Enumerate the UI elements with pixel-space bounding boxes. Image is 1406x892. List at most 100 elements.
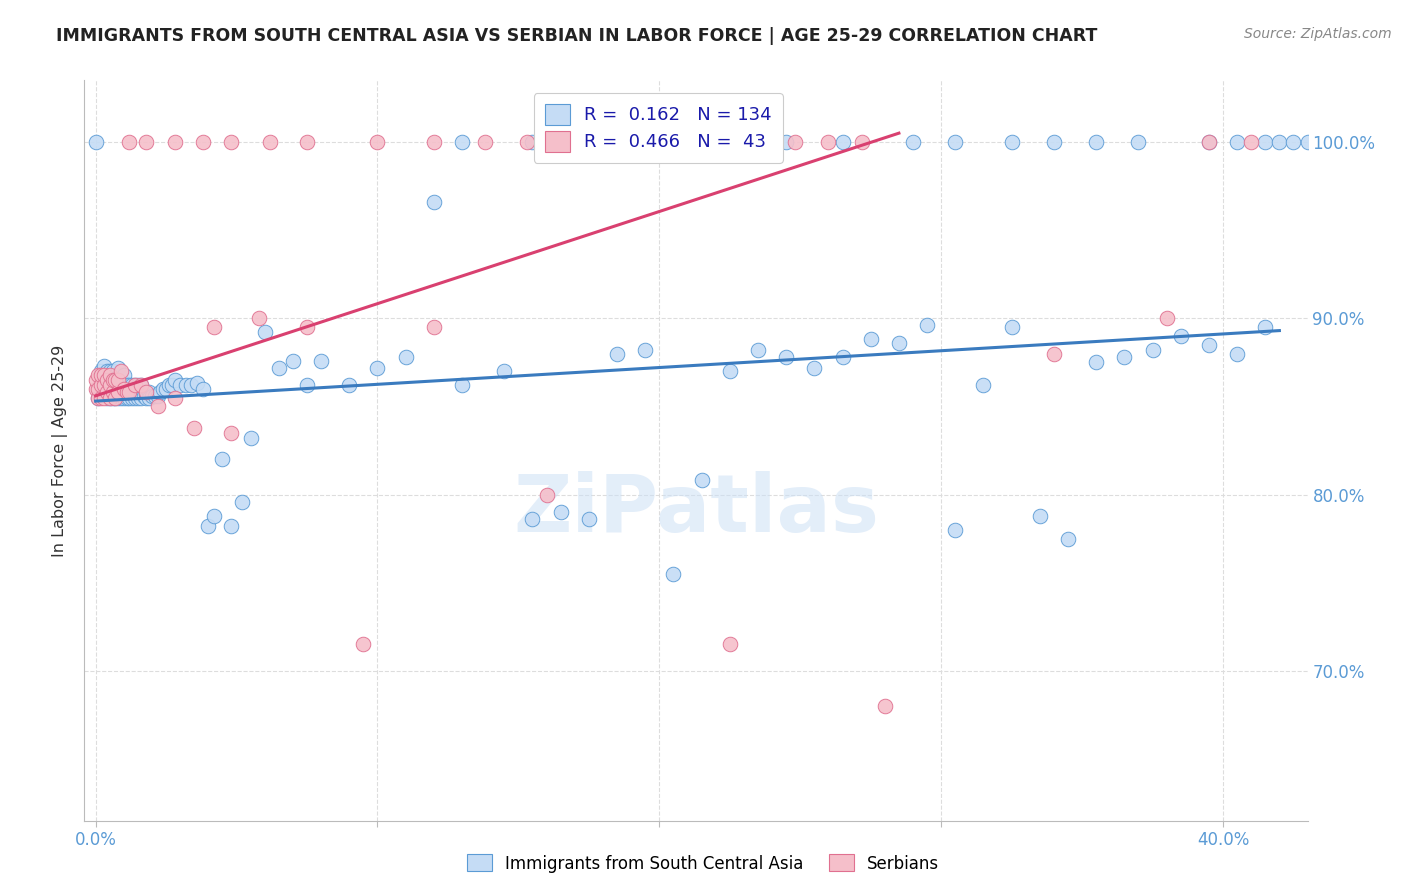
Point bbox=[107, 360, 129, 375]
Point bbox=[118, 391, 141, 405]
Point bbox=[96, 373, 118, 387]
Point bbox=[101, 385, 124, 400]
Point bbox=[87, 382, 110, 396]
Point bbox=[211, 452, 233, 467]
Point bbox=[98, 391, 121, 405]
Point bbox=[107, 382, 129, 396]
Point bbox=[157, 378, 180, 392]
Point bbox=[423, 135, 446, 149]
Point bbox=[84, 373, 107, 387]
Point bbox=[98, 364, 121, 378]
Point bbox=[93, 359, 115, 373]
Point bbox=[662, 566, 685, 581]
Point bbox=[104, 391, 127, 405]
Point bbox=[180, 378, 202, 392]
Point bbox=[1254, 135, 1277, 149]
Point bbox=[129, 378, 152, 392]
Point bbox=[127, 378, 149, 392]
Point bbox=[191, 382, 214, 396]
Point bbox=[352, 637, 374, 651]
Point bbox=[231, 494, 253, 508]
Point bbox=[550, 505, 572, 519]
Point bbox=[1001, 320, 1024, 334]
Point bbox=[163, 391, 186, 405]
Point bbox=[831, 350, 853, 364]
Point bbox=[90, 378, 112, 392]
Point bbox=[174, 378, 197, 392]
Point bbox=[219, 135, 242, 149]
Point bbox=[191, 135, 214, 149]
Point bbox=[101, 376, 124, 391]
Point bbox=[1226, 346, 1249, 360]
Point bbox=[1198, 337, 1220, 351]
Point bbox=[1282, 135, 1305, 149]
Point bbox=[132, 389, 155, 403]
Point bbox=[101, 391, 124, 405]
Point bbox=[121, 391, 143, 405]
Point bbox=[160, 378, 183, 392]
Point bbox=[124, 378, 146, 392]
Point bbox=[98, 376, 121, 391]
Point bbox=[309, 353, 332, 368]
Point bbox=[110, 378, 132, 392]
Point bbox=[395, 350, 418, 364]
Point bbox=[110, 391, 132, 405]
Point bbox=[578, 135, 600, 149]
Point bbox=[135, 385, 157, 400]
Point bbox=[219, 519, 242, 533]
Point bbox=[536, 487, 558, 501]
Point bbox=[149, 385, 172, 400]
Point bbox=[87, 391, 110, 405]
Point bbox=[1001, 135, 1024, 149]
Point bbox=[803, 360, 825, 375]
Point bbox=[101, 364, 124, 378]
Point bbox=[90, 368, 112, 382]
Point bbox=[163, 373, 186, 387]
Point bbox=[1085, 135, 1108, 149]
Point bbox=[718, 135, 741, 149]
Legend: Immigrants from South Central Asia, Serbians: Immigrants from South Central Asia, Serb… bbox=[460, 847, 946, 880]
Point bbox=[281, 353, 304, 368]
Point bbox=[578, 512, 600, 526]
Point bbox=[146, 389, 169, 403]
Point bbox=[831, 135, 853, 149]
Point bbox=[118, 378, 141, 392]
Point bbox=[96, 376, 118, 391]
Point bbox=[1142, 343, 1164, 357]
Point bbox=[121, 378, 143, 392]
Point bbox=[98, 368, 121, 382]
Point bbox=[107, 373, 129, 387]
Point bbox=[129, 378, 152, 392]
Point bbox=[107, 385, 129, 400]
Point bbox=[169, 378, 191, 392]
Point bbox=[295, 135, 318, 149]
Point bbox=[112, 382, 135, 396]
Point bbox=[141, 389, 163, 403]
Point bbox=[202, 508, 225, 523]
Point bbox=[747, 135, 769, 149]
Point bbox=[451, 135, 474, 149]
Point bbox=[155, 382, 177, 396]
Point bbox=[690, 474, 713, 488]
Point bbox=[423, 320, 446, 334]
Point bbox=[112, 382, 135, 396]
Point bbox=[634, 135, 657, 149]
Point bbox=[127, 391, 149, 405]
Point bbox=[1057, 532, 1080, 546]
Point bbox=[451, 378, 474, 392]
Point bbox=[295, 378, 318, 392]
Point bbox=[135, 391, 157, 405]
Point bbox=[93, 385, 115, 400]
Point bbox=[1198, 135, 1220, 149]
Point bbox=[135, 387, 157, 401]
Point bbox=[887, 335, 910, 350]
Point bbox=[118, 135, 141, 149]
Point bbox=[124, 378, 146, 392]
Point bbox=[104, 391, 127, 405]
Point bbox=[366, 135, 388, 149]
Point bbox=[112, 368, 135, 382]
Point bbox=[84, 135, 107, 149]
Point bbox=[202, 320, 225, 334]
Point bbox=[1128, 135, 1150, 149]
Point bbox=[1296, 135, 1319, 149]
